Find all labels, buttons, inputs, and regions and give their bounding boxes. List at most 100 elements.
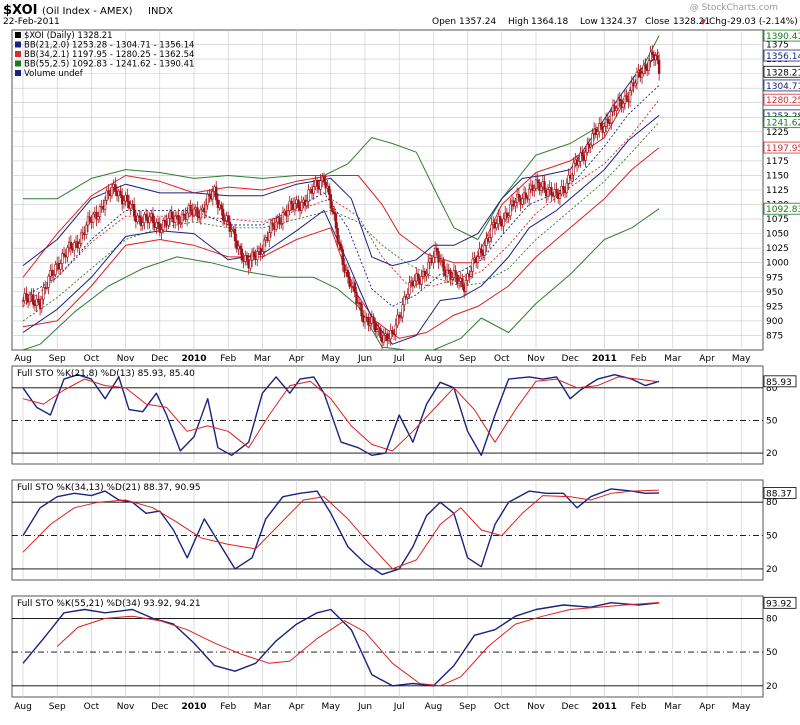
price-candle-body [355, 292, 358, 304]
price-candle-body [346, 269, 350, 278]
price-candle-body [319, 180, 322, 190]
price-candle-body [505, 212, 509, 218]
price-candle-body [155, 221, 158, 228]
month-tick-label: Sep [49, 354, 66, 364]
price-tick-label: 1075 [766, 215, 789, 225]
price-candle-body [391, 330, 394, 334]
price-candle-body [445, 269, 449, 277]
price-candle-body [324, 181, 327, 189]
price-candle-body [143, 214, 146, 223]
price-candle-body [334, 213, 338, 229]
legend-swatch [15, 60, 21, 67]
legend-entry: BB(55,2.5) 1092.83 - 1241.62 - 1390.41 [24, 60, 194, 70]
legend-entry: BB(21,2.0) 1253.28 - 1304.71 - 1356.14 [24, 41, 194, 51]
price-candle-body [425, 273, 428, 277]
price-candle-body [456, 274, 459, 285]
sto-tick-label: 80 [766, 384, 778, 394]
price-tick-label: 1025 [766, 244, 789, 254]
price-candle-body [358, 302, 362, 305]
price-candle-body [52, 274, 55, 277]
price-candle-body [394, 324, 397, 335]
sto-tick-label: 80 [766, 498, 778, 508]
month-tick-label: Dec [561, 354, 578, 364]
price-candle-body [649, 51, 652, 62]
price-candle-body [401, 304, 404, 318]
sto-tick-label: 20 [766, 565, 778, 575]
price-last-value-tag: 1356.14 [766, 52, 800, 62]
price-candle-body [451, 277, 454, 280]
month-tick-label: Mar [254, 354, 271, 364]
price-candle-body [256, 251, 259, 260]
price-candle-body [490, 224, 493, 238]
price-candle-body [107, 190, 110, 195]
sto-3-series-k [22, 602, 660, 687]
price-candle-body [437, 251, 440, 263]
price-candle-body [206, 193, 209, 206]
price-candle-body [122, 200, 126, 205]
month-tick-label: 2010 [181, 354, 206, 364]
price-candle-body [651, 51, 654, 55]
sto-panel-title: Full STO %K(34,13) %D(21) 88.37, 90.95 [17, 483, 201, 493]
price-candle-body [586, 143, 589, 153]
price-tick-label: 1175 [766, 157, 789, 167]
price-tick-label: 1125 [766, 186, 789, 196]
price-candle-body [469, 271, 473, 277]
price-candle-body [625, 95, 628, 101]
price-candle-body [536, 179, 539, 183]
price-tick-label: 1000 [766, 259, 789, 269]
price-candle-body [21, 300, 25, 302]
legend-swatch [15, 41, 21, 48]
price-candle-body [599, 123, 603, 127]
price-candle-body [88, 216, 91, 222]
month-tick-label: Nov [527, 702, 545, 712]
price-candle-body [591, 133, 594, 146]
price-candle-body [73, 242, 76, 251]
price-candle-body [333, 211, 336, 215]
sto-3-series-d [56, 602, 660, 687]
price-candle-body [179, 222, 182, 225]
price-candle-body [62, 253, 66, 256]
price-candle-body [515, 194, 519, 203]
sto-2-series-d [22, 489, 660, 570]
price-candle-body [622, 103, 625, 108]
price-candle-body [367, 316, 370, 326]
month-tick-label: Dec [151, 354, 168, 364]
price-candle-body [259, 247, 262, 255]
price-candle-body [580, 152, 584, 157]
price-candle-body [386, 333, 389, 342]
price-candle-body [136, 215, 139, 223]
price-candle-body [449, 270, 452, 280]
price-candle-body [640, 73, 644, 78]
price-candle-body [416, 273, 420, 280]
month-tick-label: Jul [393, 354, 405, 364]
price-candle-body [221, 208, 225, 221]
price-candle-body [216, 199, 220, 209]
price-candle-body [238, 245, 242, 250]
price-last-value-tag-box [763, 93, 800, 106]
price-candle-body [148, 216, 151, 224]
price-candle-body [268, 232, 271, 241]
price-candle-body [454, 270, 457, 276]
price-candle-body [389, 330, 392, 340]
month-tick-label: May [732, 702, 751, 712]
price-candle-body [42, 287, 45, 300]
price-candle-body [579, 152, 582, 162]
price-candle-body [628, 90, 632, 103]
chg-value: -29.03 (-2.14%) [727, 17, 798, 27]
price-candle-body [498, 216, 502, 222]
price-last-value-tag: 1092.83 [766, 205, 800, 215]
price-candle-body [281, 212, 285, 224]
price-candle-body [363, 316, 367, 323]
price-candle-body [288, 200, 291, 211]
price-candle-body [312, 186, 315, 194]
price-candle-body [408, 282, 411, 295]
price-candle-body [642, 64, 645, 74]
month-tick-label: Aug [14, 354, 32, 364]
price-candle-body [435, 247, 439, 252]
price-candle-body [215, 186, 218, 201]
month-tick-label: Feb [220, 702, 236, 712]
price-candle-body [509, 204, 512, 217]
price-candle-body [399, 316, 403, 319]
month-tick-label: Feb [631, 354, 647, 364]
